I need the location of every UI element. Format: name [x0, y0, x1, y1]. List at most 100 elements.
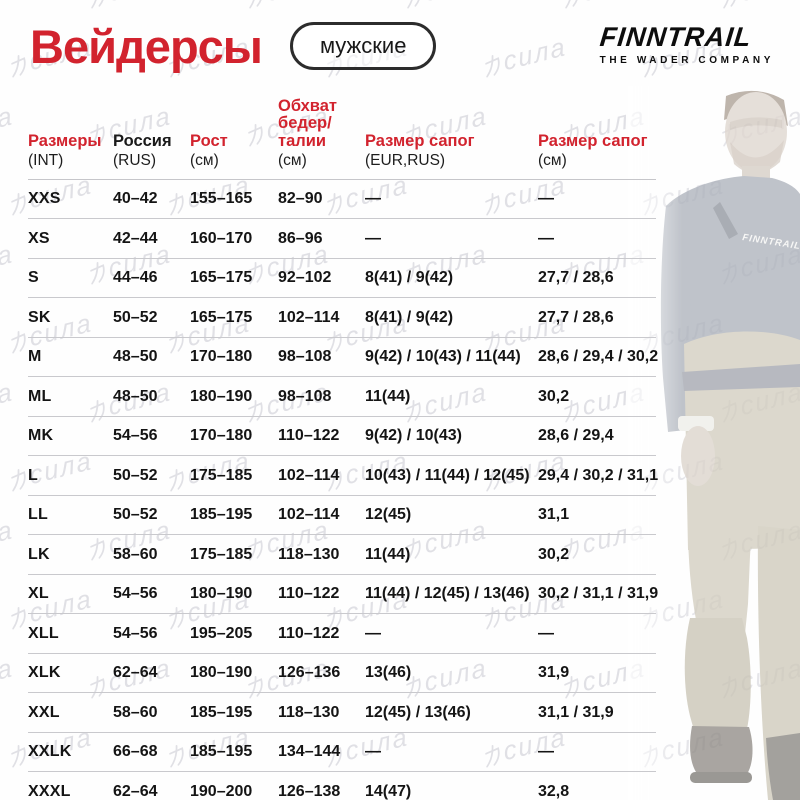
table-cell: 86–96 — [278, 229, 323, 247]
column-header-4: Размер сапог (EUR,RUS) — [365, 131, 538, 170]
table-cell: 30,2 / 31,1 / 31,9 — [538, 585, 659, 603]
table-row: L 50–52 175–185 102–114 10(43) / 11(44) / 12… — [28, 456, 658, 496]
table-cell: 30,2 — [538, 545, 570, 563]
size-code-cell: XXLK — [28, 743, 72, 761]
page-title: Вейдерсы — [30, 19, 263, 73]
table-cell: 50–52 — [113, 506, 158, 524]
table-cell: 175–185 — [190, 466, 253, 484]
column-header-1: Россия (RUS) — [113, 131, 190, 170]
column-sublabel: (см) — [278, 151, 307, 169]
table-cell: 32,8 — [538, 782, 570, 800]
table-cell: 126–138 — [278, 782, 341, 800]
size-code-cell: XXL — [28, 703, 60, 721]
table-cell: 30,2 — [538, 387, 570, 405]
table-cell: 42–44 — [113, 229, 158, 247]
table-cell: 180–190 — [190, 664, 253, 682]
size-table: Размеры (INT) Россия (RUS) Рост (см) Обхват бе… — [28, 97, 659, 800]
table-cell: 170–180 — [190, 348, 253, 366]
size-code-cell: XLK — [28, 664, 61, 682]
column-label: Россия — [113, 131, 172, 150]
table-cell: — — [365, 229, 381, 247]
size-code-cell: XL — [28, 585, 49, 603]
column-label: Размер сапог — [538, 131, 648, 150]
table-cell: — — [538, 624, 554, 642]
table-cell: 10(43) / 11(44) / 12(45) — [365, 466, 530, 484]
table-cell: 12(45) / 13(46) — [365, 703, 471, 721]
brand-logo: FINNTRAIL THE WADER COMPANY — [598, 22, 774, 66]
table-cell: 8(41) / 9(42) — [365, 269, 454, 287]
table-cell: 13(46) — [365, 664, 412, 682]
table-cell: 118–130 — [278, 545, 340, 563]
size-code-cell: MK — [28, 427, 54, 445]
table-cell: 28,6 / 29,4 — [538, 427, 614, 445]
table-cell: — — [538, 190, 554, 208]
column-label: Обхват бедер/ талии — [278, 97, 337, 150]
column-header-3: Обхват бедер/ талии (см) — [278, 97, 365, 170]
table-cell: 48–50 — [113, 348, 158, 366]
column-label: Размер сапог — [365, 131, 475, 150]
size-code-cell: ML — [28, 387, 52, 405]
table-cell: — — [365, 743, 381, 761]
model-boot — [690, 726, 753, 776]
table-cell: 98–108 — [278, 387, 332, 405]
table-cell: 8(41) / 9(42) — [365, 308, 454, 326]
table-cell: 11(44) — [365, 387, 411, 405]
size-code-cell: XXS — [28, 190, 61, 208]
table-cell: 28,6 / 29,4 / 30,2 — [538, 348, 659, 366]
table-cell: 102–114 — [278, 466, 340, 484]
table-cell: 44–46 — [113, 269, 158, 287]
wader-belt — [682, 364, 800, 391]
table-cell: 160–170 — [190, 229, 253, 247]
size-code-cell: XS — [28, 229, 50, 247]
table-cell: 9(42) / 10(43) — [365, 427, 462, 445]
table-cell: — — [538, 743, 554, 761]
table-cell: 54–56 — [113, 624, 158, 642]
table-cell: 62–64 — [113, 664, 158, 682]
table-cell: 9(42) / 10(43) / 11(44) — [365, 348, 521, 366]
table-cell: 118–130 — [278, 703, 340, 721]
size-code-cell: LK — [28, 545, 50, 563]
brand-logo-text: FINNTRAIL — [598, 22, 753, 52]
table-row: XLL 54–56 195–205 110–122 — — — [28, 614, 656, 654]
table-cell: 40–42 — [113, 190, 158, 208]
table-cell: 14(47) — [365, 782, 412, 800]
column-label: Размеры — [28, 131, 102, 150]
column-header-2: Рост (см) — [190, 132, 278, 170]
size-table-body: XXS 40–42 155–165 82–90 — — XS 42–44 160–170 86–9… — [28, 180, 659, 800]
table-cell: — — [538, 229, 554, 247]
table-row: XLK 62–64 180–190 126–136 13(46) 31,9 — [28, 654, 656, 694]
table-row: XS 42–44 160–170 86–96 — — — [28, 219, 656, 259]
column-header-0: Размеры (INT) — [28, 131, 113, 170]
table-cell: 102–114 — [278, 506, 340, 524]
table-cell: 27,7 / 28,6 — [538, 269, 614, 287]
table-cell: 48–50 — [113, 387, 158, 405]
table-cell: 50–52 — [113, 466, 158, 484]
table-cell: 31,9 — [538, 664, 570, 682]
table-cell: 185–195 — [190, 743, 253, 761]
column-sublabel: (RUS) — [113, 151, 157, 169]
table-cell: 110–122 — [278, 585, 340, 603]
table-cell: 155–165 — [190, 190, 253, 208]
size-code-cell: XXXL — [28, 782, 71, 800]
table-cell: 110–122 — [278, 624, 340, 642]
table-cell: 126–136 — [278, 664, 341, 682]
size-code-cell: S — [28, 269, 39, 287]
table-cell: 102–114 — [278, 308, 340, 326]
table-cell: 31,1 / 31,9 — [538, 703, 614, 721]
table-cell: 11(44) / 12(45) / 13(46) — [365, 585, 530, 603]
table-cell: 185–195 — [190, 506, 253, 524]
table-row: LK 58–60 175–185 118–130 11(44) 30,2 — [28, 535, 656, 575]
brand-tagline: THE WADER COMPANY — [599, 55, 774, 66]
table-cell: 27,7 / 28,6 — [538, 308, 614, 326]
table-cell: 54–56 — [113, 427, 158, 445]
table-cell: 180–190 — [190, 585, 253, 603]
size-code-cell: L — [28, 466, 38, 484]
column-sublabel: (INT) — [28, 151, 64, 169]
table-cell: 50–52 — [113, 308, 158, 326]
table-cell: 195–205 — [190, 624, 253, 642]
size-table-header: Размеры (INT) Россия (RUS) Рост (см) Обхват бе… — [28, 97, 656, 180]
table-row: XL 54–56 180–190 110–122 11(44) / 12(45) / 1… — [28, 575, 659, 615]
model-hand — [681, 426, 715, 486]
table-cell: 58–60 — [113, 545, 158, 563]
table-cell: 31,1 — [538, 506, 570, 524]
